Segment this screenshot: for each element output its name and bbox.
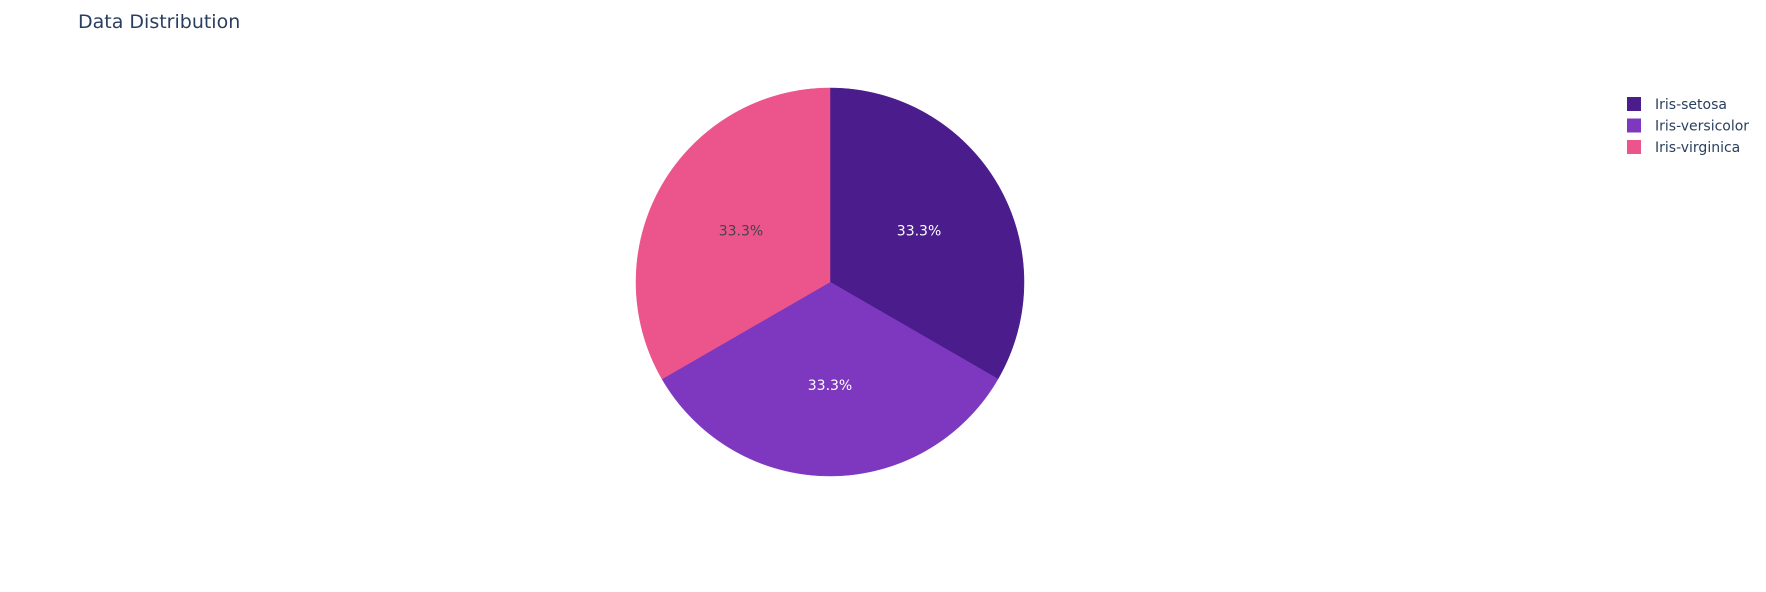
legend-swatch [1627, 97, 1641, 111]
legend-label: Iris-setosa [1655, 97, 1727, 113]
legend-label: Iris-virginica [1655, 140, 1740, 156]
pie-slice-iris-virginica[interactable] [635, 87, 831, 380]
legend-label: Iris-versicolor [1655, 119, 1749, 135]
pie-labels: 33.3% 33.3% 33.3% [719, 224, 942, 394]
legend-item-iris-virginica[interactable]: Iris-virginica [1627, 140, 1740, 156]
chart-title: Data Distribution [78, 11, 241, 33]
pie-slice-iris-setosa[interactable] [829, 87, 1025, 380]
legend-item-iris-setosa[interactable]: Iris-setosa [1627, 97, 1727, 113]
legend: Iris-setosa Iris-versicolor Iris-virginica [1627, 97, 1749, 156]
legend-item-iris-versicolor[interactable]: Iris-versicolor [1627, 118, 1749, 135]
pie-slice-label: 33.3% [719, 224, 763, 240]
legend-swatch [1627, 118, 1641, 133]
pie-slice-label: 33.3% [808, 378, 852, 394]
legend-swatch [1627, 140, 1641, 154]
pie-slice-iris-versicolor[interactable] [661, 281, 999, 477]
pie-slice-label: 33.3% [897, 224, 941, 240]
pie-slices [635, 87, 1025, 477]
